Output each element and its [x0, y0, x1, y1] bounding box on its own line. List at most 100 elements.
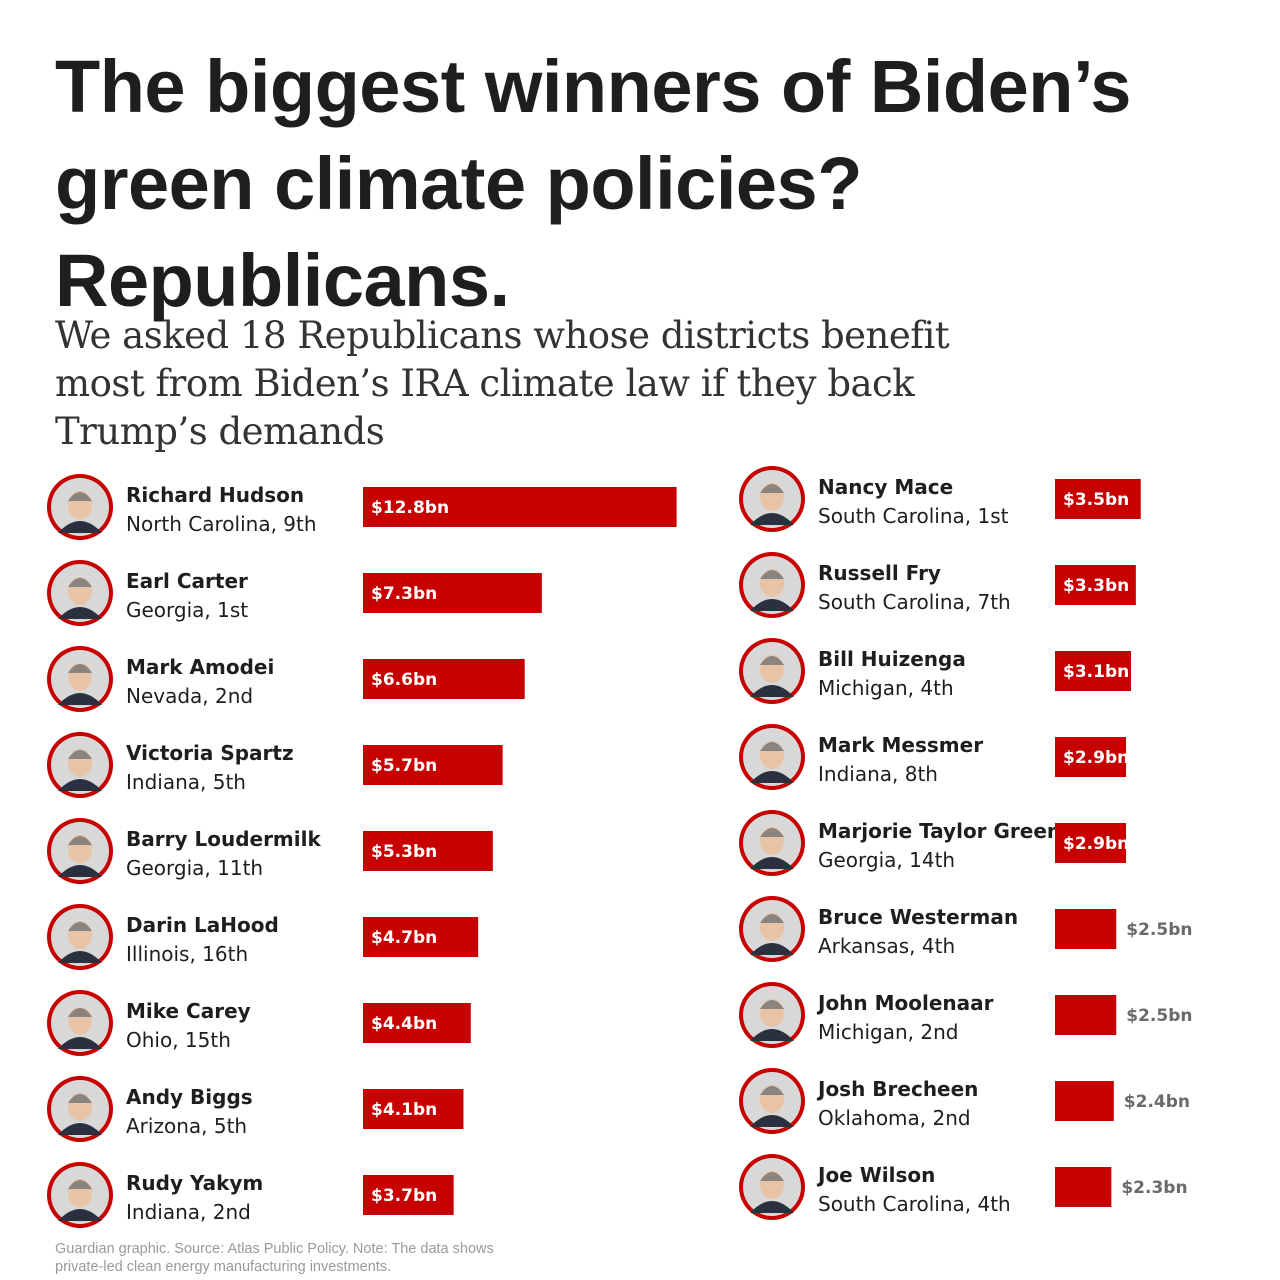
value-label: $3.7bn: [371, 1186, 437, 1206]
member-row: Josh Brecheen Oklahoma, 2nd $2.4bn: [739, 1068, 1190, 1134]
source-note: Guardian graphic. Source: Atlas Public P…: [55, 1240, 615, 1276]
member-name: Mike Carey: [126, 999, 251, 1023]
chart-title: The biggest winners of Biden’s green cli…: [55, 45, 1131, 322]
member-row: Earl Carter Georgia, 1st $7.3bn: [47, 560, 542, 626]
member-row: Bruce Westerman Arkansas, 4th $2.5bn: [739, 896, 1192, 962]
portrait-avatar: [47, 1162, 113, 1228]
portrait-avatar: [739, 896, 805, 962]
value-label: $3.5bn: [1063, 490, 1129, 510]
member-district: Arkansas, 4th: [818, 934, 955, 958]
member-district: Georgia, 11th: [126, 856, 263, 880]
member-name: Joe Wilson: [816, 1163, 935, 1187]
member-row: Mark Amodei Nevada, 2nd $6.6bn: [47, 646, 525, 712]
value-bar: [1055, 737, 1127, 777]
value-bar: [363, 573, 542, 613]
member-name: Rudy Yakym: [126, 1171, 263, 1195]
portrait-avatar: [47, 474, 113, 540]
value-label: $3.3bn: [1063, 576, 1129, 596]
portrait-avatar: [47, 904, 113, 970]
member-row: John Moolenaar Michigan, 2nd $2.5bn: [739, 982, 1192, 1048]
value-label: $2.9bn: [1063, 748, 1129, 768]
member-row: Bill Huizenga Michigan, 4th $3.1bn: [739, 638, 1131, 704]
value-bar: [1055, 479, 1141, 519]
portrait-avatar: [47, 646, 113, 712]
value-label: $6.6bn: [371, 670, 437, 690]
portrait-avatar: [47, 990, 113, 1056]
member-name: Mark Messmer: [818, 733, 983, 757]
value-bar: [363, 1175, 454, 1215]
member-district: Indiana, 2nd: [126, 1200, 251, 1224]
member-name: Bruce Westerman: [818, 905, 1018, 929]
value-bar: [1055, 1167, 1112, 1207]
member-name: Barry Loudermilk: [126, 827, 321, 851]
member-row: Richard Hudson North Carolina, 9th $12.8bn: [47, 474, 677, 540]
portrait-avatar: [739, 552, 805, 618]
value-bar: [363, 1003, 471, 1043]
member-district: Illinois, 16th: [126, 942, 248, 966]
value-bar: [363, 831, 493, 871]
value-label: $12.8bn: [371, 498, 449, 518]
value-bar: [1055, 995, 1117, 1035]
source-note-line-2: private-led clean energy manufacturing i…: [55, 1259, 392, 1275]
value-label: $4.4bn: [371, 1014, 437, 1034]
member-district: South Carolina, 4th: [818, 1192, 1011, 1216]
member-row: Russell Fry South Carolina, 7th $3.3bn: [739, 552, 1136, 618]
member-row: Mike Carey Ohio, 15th $4.4bn: [47, 990, 471, 1056]
member-district: Georgia, 14th: [818, 848, 955, 872]
member-district: Nevada, 2nd: [126, 684, 253, 708]
member-name: Victoria Spartz: [126, 741, 294, 765]
value-bar: [1055, 651, 1131, 691]
portrait-avatar: [47, 818, 113, 884]
member-district: Indiana, 8th: [818, 762, 938, 786]
member-district: Georgia, 1st: [126, 598, 248, 622]
value-label: $4.1bn: [371, 1100, 437, 1120]
member-district: Ohio, 15th: [126, 1028, 231, 1052]
member-district: Indiana, 5th: [126, 770, 246, 794]
portrait-avatar: [739, 810, 805, 876]
portrait-avatar: [47, 1076, 113, 1142]
portrait-avatar: [739, 1068, 805, 1134]
portrait-avatar: [47, 732, 113, 798]
portrait-avatar: [739, 982, 805, 1048]
member-name: Josh Brecheen: [816, 1077, 978, 1101]
member-district: South Carolina, 1st: [818, 504, 1009, 528]
member-name: Nancy Mace: [818, 475, 953, 499]
member-name: Darin LaHood: [126, 913, 279, 937]
member-district: Michigan, 4th: [818, 676, 954, 700]
member-name: Mark Amodei: [126, 655, 274, 679]
member-row: Barry Loudermilk Georgia, 11th $5.3bn: [47, 818, 493, 884]
member-row: Mark Messmer Indiana, 8th $2.9bn: [739, 724, 1129, 790]
value-label: $3.1bn: [1063, 662, 1129, 682]
value-bar: [363, 659, 525, 699]
value-bar: [1055, 909, 1117, 949]
value-bar: [1055, 1081, 1114, 1121]
value-bar: [363, 745, 503, 785]
member-row: Marjorie Taylor Greene Georgia, 14th $2.9b…: [739, 810, 1129, 876]
member-row: Darin LaHood Illinois, 16th $4.7bn: [47, 904, 479, 970]
chart-subtitle: We asked 18 Republicans whose districts …: [55, 314, 950, 453]
portrait-avatar: [739, 466, 805, 532]
bar-chart: Richard Hudson North Carolina, 9th $12.8bn…: [47, 466, 1192, 1228]
source-note-line-1: Guardian graphic. Source: Atlas Public P…: [55, 1241, 494, 1257]
member-name: Russell Fry: [818, 561, 941, 585]
member-district: Arizona, 5th: [126, 1114, 247, 1138]
member-row: Rudy Yakym Indiana, 2nd $3.7bn: [47, 1162, 454, 1228]
member-row: Victoria Spartz Indiana, 5th $5.7bn: [47, 732, 503, 798]
portrait-avatar: [739, 638, 805, 704]
value-bar: [1055, 565, 1136, 605]
value-label: $5.7bn: [371, 756, 437, 776]
member-district: Michigan, 2nd: [818, 1020, 958, 1044]
value-bar: [1055, 823, 1127, 863]
member-name: Richard Hudson: [126, 483, 304, 507]
value-bar: [363, 917, 479, 957]
portrait-avatar: [739, 724, 805, 790]
portrait-avatar: [739, 1154, 805, 1220]
value-label: $2.4bn: [1124, 1092, 1190, 1112]
member-name: Bill Huizenga: [818, 647, 966, 671]
value-bar: [363, 1089, 464, 1129]
member-row: Joe Wilson South Carolina, 4th $2.3bn: [739, 1154, 1188, 1220]
member-name: Earl Carter: [126, 569, 248, 593]
value-label: $2.5bn: [1126, 1006, 1192, 1026]
value-label: $2.3bn: [1121, 1178, 1187, 1198]
member-name: Andy Biggs: [126, 1085, 253, 1109]
